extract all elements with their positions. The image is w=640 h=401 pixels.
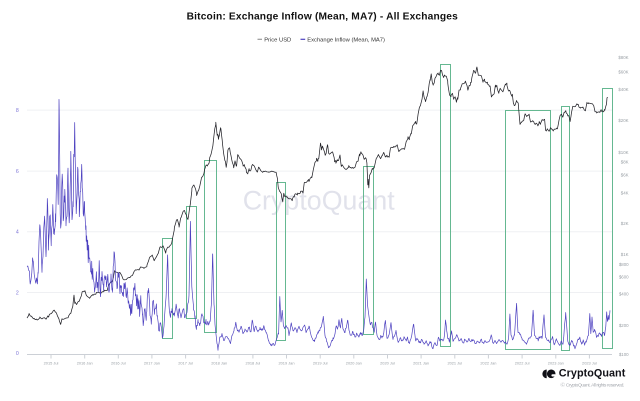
svg-text:8: 8: [16, 108, 19, 114]
svg-text:2023 Jul: 2023 Jul: [582, 361, 597, 366]
svg-text:$100: $100: [619, 352, 629, 357]
svg-text:2015 Jul: 2015 Jul: [44, 361, 59, 366]
svg-text:2022 Jul: 2022 Jul: [515, 361, 530, 366]
svg-text:Bitcoin: Exchange Inflow (Mean: Bitcoin: Exchange Inflow (Mean, MA7) - A…: [187, 12, 459, 23]
svg-text:$4K: $4K: [621, 191, 629, 196]
svg-text:$1K: $1K: [621, 252, 629, 257]
svg-text:2017 Jul: 2017 Jul: [178, 361, 193, 366]
svg-text:$60K: $60K: [618, 70, 628, 75]
svg-text:$800: $800: [619, 262, 629, 267]
svg-text:Price USD: Price USD: [264, 38, 291, 44]
svg-text:2022 Jan: 2022 Jan: [480, 361, 496, 366]
svg-text:$80K: $80K: [618, 55, 628, 60]
svg-text:2023 Jan: 2023 Jan: [548, 361, 564, 366]
svg-text:2020 Jan: 2020 Jan: [346, 361, 362, 366]
svg-text:CryptoQuant: CryptoQuant: [559, 367, 626, 379]
svg-text:$20K: $20K: [618, 118, 628, 123]
svg-text:2018 Jul: 2018 Jul: [246, 361, 261, 366]
svg-text:2016 Jan: 2016 Jan: [77, 361, 93, 366]
svg-text:$10K: $10K: [618, 150, 628, 155]
svg-text:$2K: $2K: [621, 221, 629, 226]
svg-text:0: 0: [16, 351, 19, 357]
svg-text:2019 Jan: 2019 Jan: [278, 361, 294, 366]
svg-text:2: 2: [16, 290, 19, 296]
svg-text:6: 6: [16, 169, 19, 175]
svg-text:4: 4: [16, 230, 19, 236]
svg-text:2017 Jan: 2017 Jan: [144, 361, 160, 366]
svg-text:$200: $200: [619, 323, 629, 328]
svg-text:$40K: $40K: [618, 87, 628, 92]
svg-text:CryptoQuant: CryptoQuant: [243, 186, 396, 216]
svg-text:Ⓒ CryptoQuant. All rights rese: Ⓒ CryptoQuant. All rights reserved.: [560, 381, 624, 388]
svg-text:2021 Jul: 2021 Jul: [447, 361, 462, 366]
svg-text:$6K: $6K: [621, 173, 629, 178]
svg-text:$600: $600: [619, 275, 629, 280]
svg-text:2019 Jul: 2019 Jul: [313, 361, 328, 366]
svg-text:2016 Jul: 2016 Jul: [111, 361, 126, 366]
svg-text:2018 Jan: 2018 Jan: [211, 361, 227, 366]
svg-text:$400: $400: [619, 292, 629, 297]
svg-text:$8K: $8K: [621, 160, 629, 165]
svg-text:2020 Jul: 2020 Jul: [380, 361, 395, 366]
svg-text:Exchange Inflow (Mean, MA7): Exchange Inflow (Mean, MA7): [307, 38, 385, 44]
svg-text:2021 Jan: 2021 Jan: [413, 361, 429, 366]
